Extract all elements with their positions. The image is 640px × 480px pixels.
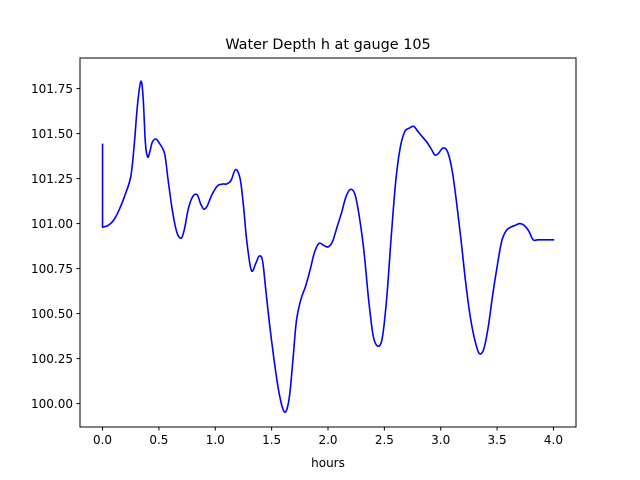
x-axis-label: hours — [311, 456, 345, 470]
y-tick-label: 101.50 — [31, 127, 73, 141]
y-tick-label: 101.75 — [31, 82, 73, 96]
axes-frame — [79, 57, 577, 428]
x-tick-label: 3.0 — [431, 433, 450, 447]
series-layer — [101, 80, 555, 414]
y-axis: 100.00 100.25 100.50 100.75 101.00 101.25 101.… — [31, 82, 80, 411]
y-tick-label: 101.00 — [31, 217, 73, 231]
x-tick-label: 1.5 — [262, 433, 281, 447]
x-tick-label: 0.5 — [149, 433, 168, 447]
chart-title: Water Depth h at gauge 105 — [225, 37, 430, 53]
x-axis: 0.0 0.5 1.0 1.5 2.0 2.5 3.0 3.5 4.0 — [93, 427, 563, 447]
series-line — [101, 80, 555, 414]
x-tick-label: 1.0 — [206, 433, 225, 447]
y-tick-label: 100.00 — [31, 397, 73, 411]
y-tick-label: 100.75 — [31, 262, 73, 276]
y-tick-label: 100.25 — [31, 352, 73, 366]
y-tick-label: 100.50 — [31, 307, 73, 321]
plot-area: 0.0 0.5 1.0 1.5 2.0 2.5 3.0 3.5 4.0 100.00 100.25… — [31, 57, 577, 447]
x-tick-label: 2.5 — [375, 433, 394, 447]
x-tick-label: 2.0 — [318, 433, 337, 447]
x-tick-label: 0.0 — [93, 433, 112, 447]
x-tick-label: 3.5 — [488, 433, 507, 447]
x-tick-label: 4.0 — [544, 433, 563, 447]
y-tick-label: 101.25 — [31, 172, 73, 186]
